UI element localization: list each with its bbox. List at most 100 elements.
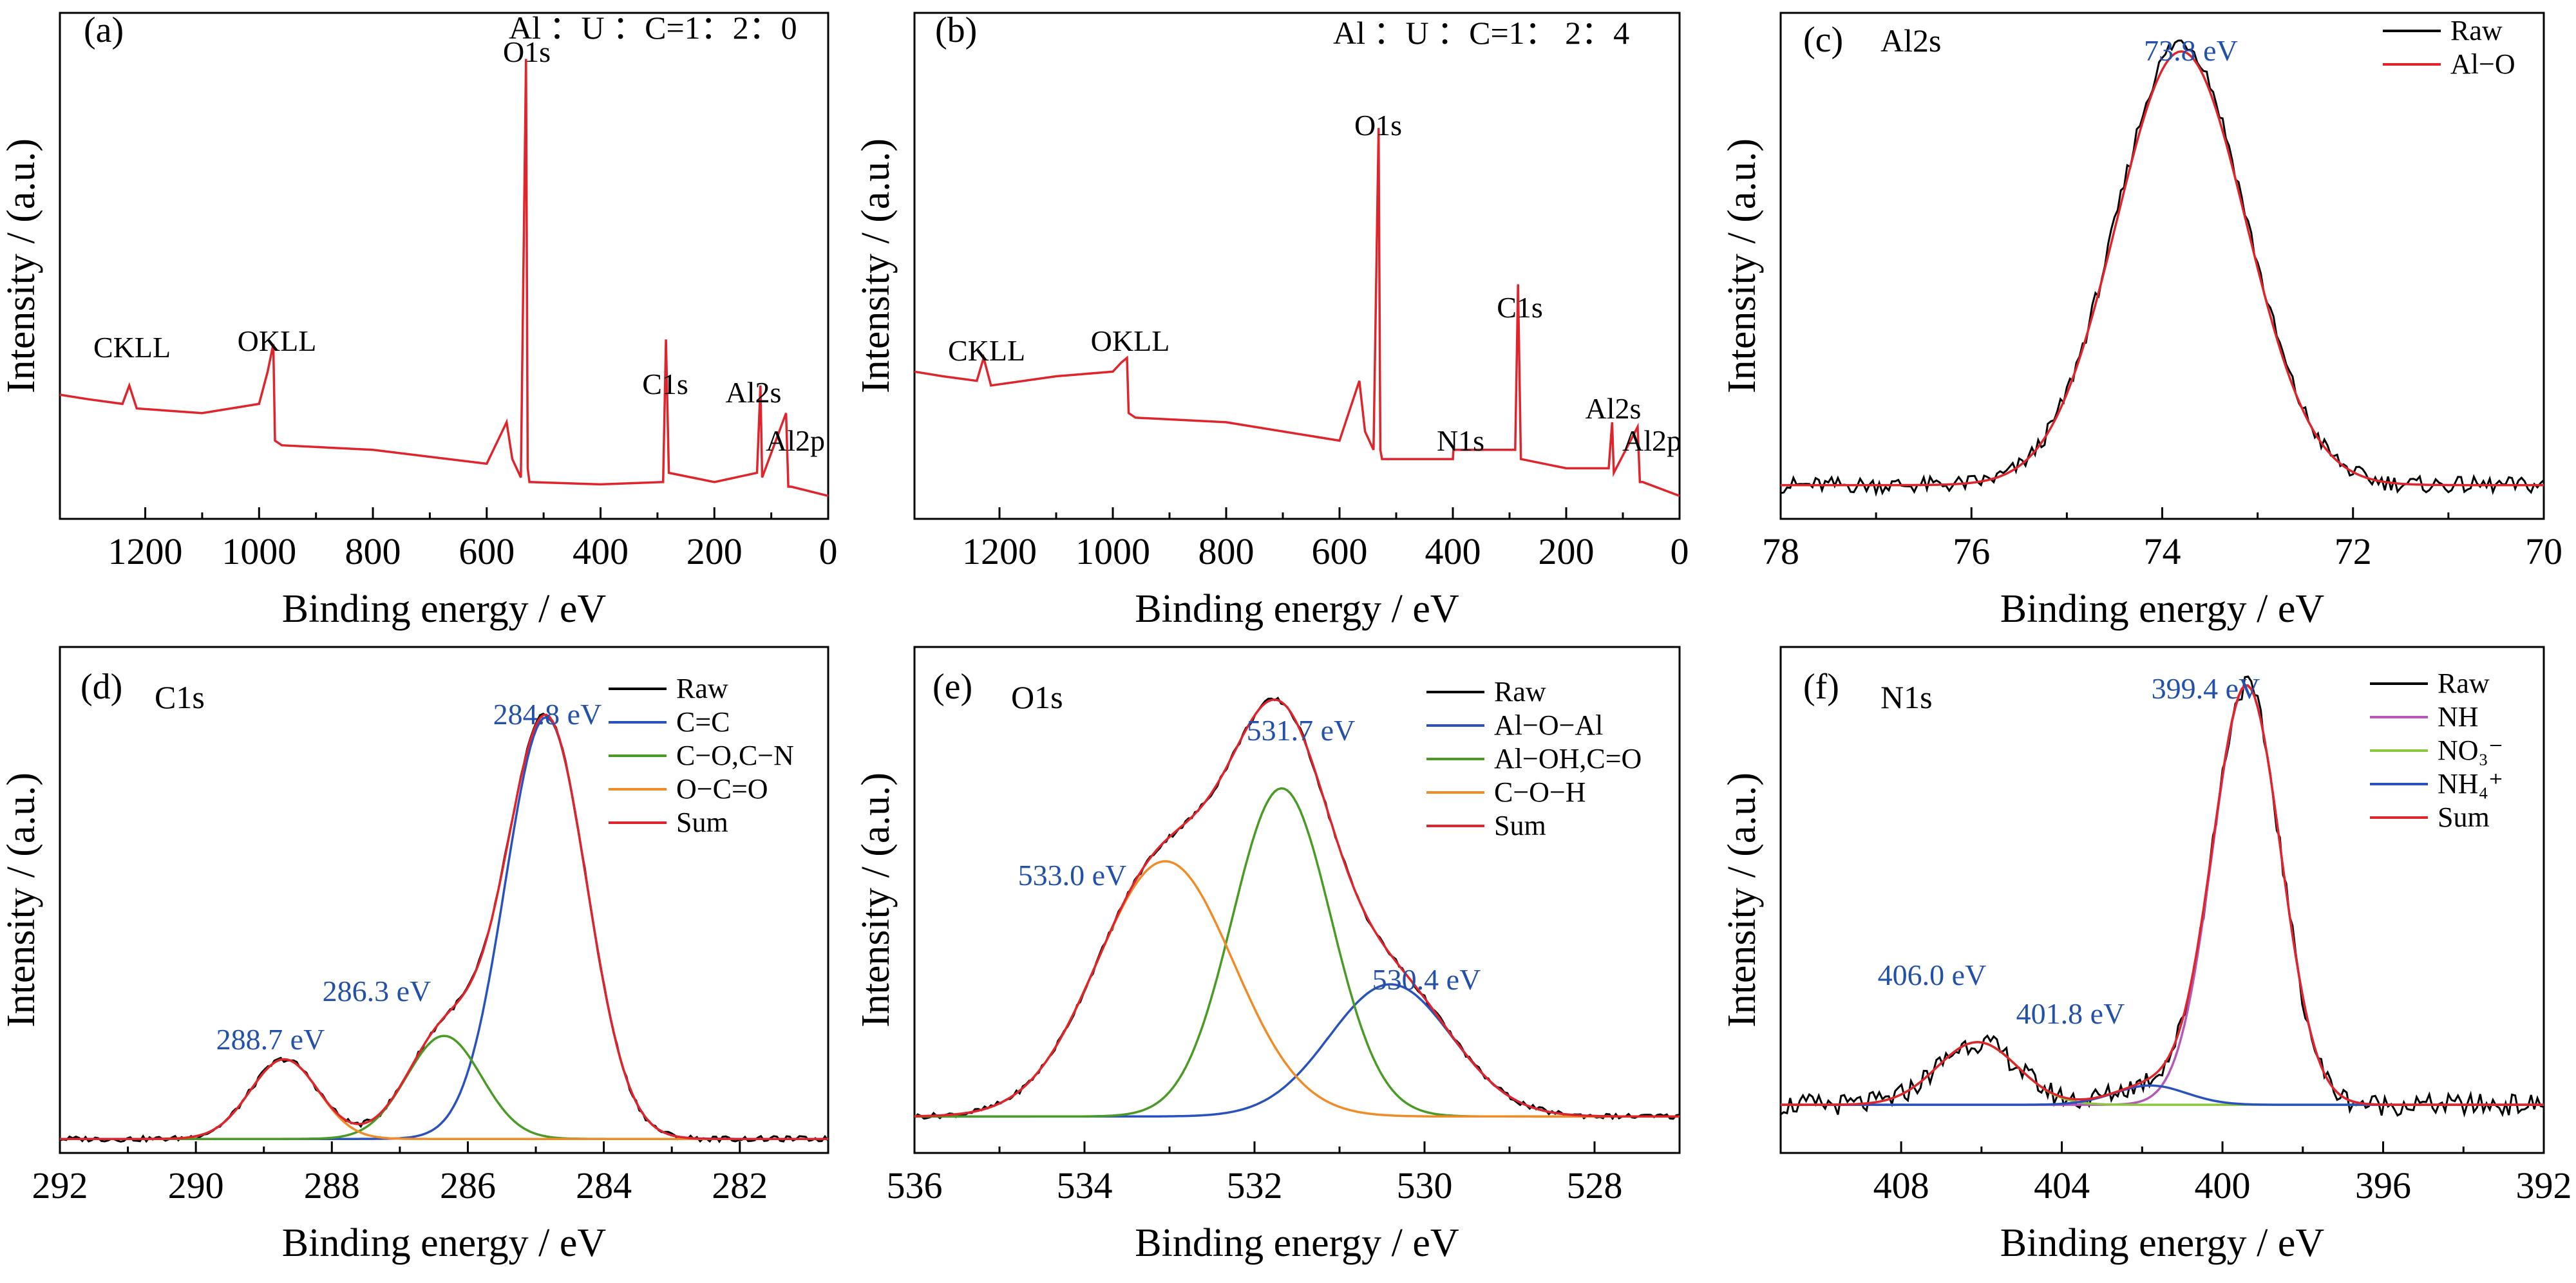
legend-label: Sum	[676, 807, 728, 838]
spectrum-line	[1780, 39, 2545, 497]
panel-letter: (c)	[1803, 20, 1843, 60]
survey-spectrum-line	[59, 59, 829, 497]
x-tick-label: 408	[1873, 1165, 1929, 1206]
legend-label: Raw	[2438, 668, 2490, 699]
chart-panel: 292 290 288 286 284 282 Binding energy / eV Int…	[0, 646, 829, 1265]
spectrum-line	[914, 787, 1680, 1118]
survey-spectrum-line	[914, 127, 1680, 497]
x-tick-label: 528	[1567, 1165, 1623, 1206]
chart-panel: 1200 1000 800 600 400 200 0 Binding energy / eV…	[0, 10, 838, 631]
legend-label: Al−O	[2450, 48, 2515, 80]
x-tick-label: 530	[1397, 1165, 1453, 1206]
panel-annotation: N1s	[1880, 679, 1933, 715]
peak-label: Al2s	[1586, 392, 1642, 425]
spectrum-line	[1781, 50, 2544, 487]
spectrum-line	[60, 1058, 828, 1140]
panel-annotation: C1s	[155, 679, 205, 715]
x-tick-label: 536	[887, 1165, 943, 1206]
plot-frame	[1779, 12, 2545, 520]
x-tick-label: 76	[1953, 530, 1990, 572]
panel-letter: (e)	[933, 667, 972, 707]
legend-label: C−O,C−N	[676, 740, 794, 771]
chart-panel: 536 534 532 530 528 Binding energy / eV Intens…	[854, 646, 1681, 1265]
legend-label: NO₃⁻	[2438, 735, 2503, 766]
panel-annotation: Al ：U ：C=1：2：0	[509, 10, 797, 46]
legend-label: Al−O−Al	[1494, 709, 1603, 741]
x-tick-label: 70	[2525, 530, 2562, 572]
peak-label: N1s	[1437, 424, 1484, 457]
plot-frame	[1779, 646, 2545, 1154]
spectrum-line	[914, 983, 1680, 1118]
panel-letter: (d)	[80, 667, 122, 707]
peak-label: 401.8 eV	[2016, 997, 2125, 1030]
peak-label: 531.7 eV	[1247, 714, 1356, 747]
y-axis-label: Intensity / (a.u.)	[1720, 138, 1764, 393]
peak-label: Al2s	[726, 376, 782, 409]
x-tick-label: 200	[1539, 530, 1595, 572]
panel-letter: (a)	[84, 10, 124, 50]
x-axis-label: Binding energy / eV	[282, 587, 607, 631]
peak-label: C1s	[642, 368, 688, 400]
x-tick-label: 72	[2334, 530, 2372, 572]
x-axis-label: Binding energy / eV	[2000, 587, 2325, 631]
chart-panel: 78 76 74 72 70 Binding energy / eV Intensity /…	[1720, 12, 2562, 631]
x-tick-label: 1200	[108, 530, 183, 572]
x-tick-label: 534	[1057, 1165, 1113, 1206]
x-tick-label: 400	[573, 530, 629, 572]
x-axis-label: Binding energy / eV	[282, 1221, 607, 1265]
y-axis-label: Intensity / (a.u.)	[854, 773, 898, 1027]
legend-label: C−O−H	[1494, 776, 1586, 808]
x-tick-label: 392	[2516, 1165, 2572, 1206]
x-tick-label: 600	[459, 530, 515, 572]
y-axis-label: Intensity / (a.u.)	[1720, 773, 1764, 1027]
spectrum-line	[60, 1035, 828, 1140]
spectrum-line	[914, 698, 1680, 1118]
peak-label: 286.3 eV	[323, 975, 431, 1007]
plot-frame	[913, 12, 1681, 520]
panel-letter: (b)	[935, 10, 977, 50]
spectrum-line	[1780, 675, 2544, 1118]
legend-label: Al−OH,C=O	[1494, 743, 1642, 774]
legend-label: NH₄⁺	[2438, 768, 2503, 800]
x-tick-label: 800	[1198, 530, 1255, 572]
x-tick-label: 78	[1762, 530, 1799, 572]
panel-letter: (f)	[1803, 667, 1839, 707]
y-axis-label: Intensity / (a.u.)	[0, 138, 43, 393]
peak-label: 288.7 eV	[216, 1023, 325, 1056]
x-tick-label: 0	[819, 530, 838, 572]
peak-label: O1s	[503, 35, 551, 68]
peak-label: OKLL	[1091, 324, 1170, 357]
peak-label: 533.0 eV	[1018, 859, 1127, 892]
panel-annotation: O1s	[1011, 679, 1063, 715]
x-tick-label: 600	[1312, 530, 1368, 572]
x-tick-label: 200	[687, 530, 743, 572]
x-tick-label: 400	[2195, 1165, 2251, 1206]
x-tick-label: 1000	[1075, 530, 1150, 572]
x-axis-label: Binding energy / eV	[1135, 587, 1459, 631]
y-axis-label: Intensity / (a.u.)	[0, 773, 43, 1027]
x-tick-label: 292	[32, 1165, 88, 1206]
peak-label: Al2p	[1622, 424, 1681, 457]
legend-label: Sum	[2438, 801, 2490, 833]
x-tick-label: 400	[1425, 530, 1481, 572]
x-tick-label: 286	[440, 1165, 496, 1206]
spectrum-line	[1781, 684, 2544, 1106]
spectrum-line	[914, 860, 1680, 1118]
legend-label: Raw	[1494, 676, 1546, 707]
panel-annotation: Al2s	[1880, 23, 1941, 59]
x-tick-label: 0	[1671, 530, 1689, 572]
plot-frame	[59, 646, 829, 1154]
x-tick-label: 74	[2144, 530, 2181, 572]
peak-label: C1s	[1497, 291, 1543, 324]
legend-label: C=C	[676, 706, 730, 738]
legend-label: Raw	[2450, 15, 2503, 46]
plot-frame	[59, 12, 829, 520]
x-tick-label: 1200	[962, 530, 1037, 572]
peak-label: 284.8 eV	[493, 698, 602, 731]
peak-label: Al2p	[766, 424, 825, 457]
spectrum-line	[1781, 684, 2544, 1106]
legend-label: Sum	[1494, 810, 1546, 841]
peak-label: 406.0 eV	[1878, 959, 1987, 991]
peak-label: 399.4 eV	[2152, 672, 2260, 705]
